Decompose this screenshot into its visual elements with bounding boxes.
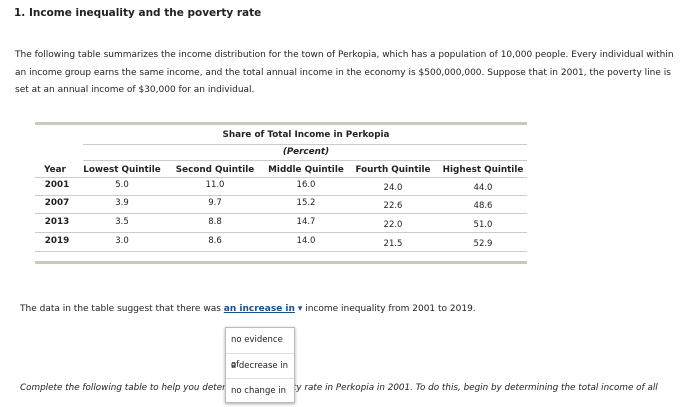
table-bottom-bar <box>35 261 527 264</box>
column-header: Highest Quintile <box>442 165 524 175</box>
question: The data in the table suggest that there… <box>20 304 476 314</box>
table-cell: 3.5 <box>115 217 129 227</box>
dropdown-option[interactable]: a decrease in <box>226 354 294 379</box>
table-cell: 44.0 <box>473 183 493 193</box>
column-header: Lowest Quintile <box>83 165 161 175</box>
table-top-bar <box>35 122 527 125</box>
dropdown[interactable]: an increase in <box>223 304 295 314</box>
table-cell: 48.6 <box>473 201 493 211</box>
row-year: 2013 <box>44 217 70 227</box>
row-year: 2019 <box>44 236 70 246</box>
dropdown-icon[interactable]: ▾ <box>297 304 303 314</box>
column-header: Middle Quintile <box>268 165 344 175</box>
dropdown-menu: no evidence of a decrease in no change in <box>225 327 295 403</box>
heading: 1. Income inequality and the poverty rat… <box>14 7 262 19</box>
table-cell: 52.9 <box>473 239 493 249</box>
table-cell: 3.9 <box>115 198 129 208</box>
table-cell: 5.0 <box>115 180 129 190</box>
table-cell: 11.0 <box>205 180 225 190</box>
rule <box>35 177 527 178</box>
question-text: The data in the table suggest that there… <box>20 304 221 314</box>
rule <box>35 251 527 252</box>
next-text: Complete the following table to help you… <box>20 383 658 393</box>
intro-text: The following table summarizes the incom… <box>15 50 674 95</box>
rule <box>35 213 527 214</box>
rule <box>35 195 527 196</box>
table-cell: 51.0 <box>473 220 493 230</box>
column-header: Fourth Quintile <box>355 165 431 175</box>
table-subtitle: (Percent) <box>282 147 330 157</box>
column-header: Second Quintile <box>175 165 255 175</box>
dropdown-option[interactable]: no evidence of <box>226 328 294 370</box>
table-cell: 21.5 <box>383 239 403 249</box>
table-cell: 14.0 <box>296 236 316 246</box>
table-cell: 22.0 <box>383 220 403 230</box>
table-cell: 3.0 <box>115 236 129 246</box>
rule <box>83 160 527 161</box>
table-cell: 14.7 <box>296 217 316 227</box>
table-cell: 9.7 <box>208 198 222 208</box>
question-text: income inequality from 2001 to 2019. <box>305 304 476 314</box>
rule <box>83 144 527 145</box>
rule <box>35 232 527 233</box>
row-year: 2001 <box>44 180 70 190</box>
table-cell: 15.2 <box>296 198 316 208</box>
table-cell: 8.6 <box>208 236 222 246</box>
table-cell: 16.0 <box>296 180 316 190</box>
column-header: Year <box>44 165 66 175</box>
table-cell: 22.6 <box>383 201 403 211</box>
table-title: Share of Total Income in Perkopia <box>222 130 390 140</box>
table-cell: 24.0 <box>383 183 403 193</box>
dropdown-option[interactable]: no change in <box>231 386 287 396</box>
row-year: 2007 <box>44 198 70 208</box>
table-cell: 8.8 <box>208 217 222 227</box>
